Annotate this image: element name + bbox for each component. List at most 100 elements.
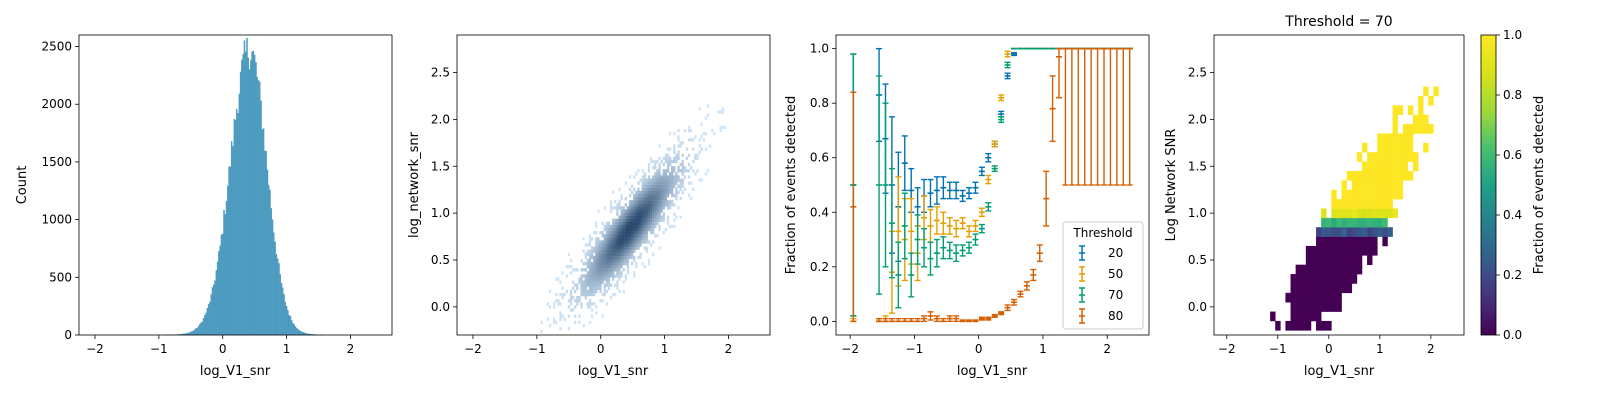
density-cell (622, 240, 625, 244)
density-cell (605, 227, 609, 232)
density-cell (662, 181, 665, 185)
series-80 (850, 47, 1133, 323)
density-cell (607, 268, 611, 272)
density-cell (652, 215, 655, 219)
histogram-bar (251, 51, 253, 336)
density-cell (609, 227, 613, 232)
density-cell (614, 234, 617, 238)
heatmap-cell (1346, 227, 1353, 237)
heatmap-cell (1346, 236, 1353, 247)
density-cell (673, 159, 676, 164)
histogram-bar (294, 326, 297, 336)
heatmap-cell (1316, 227, 1322, 237)
density-cell (548, 305, 552, 309)
density-cell (607, 286, 611, 291)
density-cell (612, 258, 615, 263)
density-cell (595, 274, 598, 278)
heatmap-cell (1331, 264, 1337, 275)
density-cell (628, 200, 632, 204)
density-cell (609, 274, 613, 278)
density-cell (704, 172, 708, 176)
density-cell (628, 206, 632, 210)
density-cell (590, 283, 594, 287)
y-tick-label: 1.5 (431, 159, 450, 173)
density-cell (616, 234, 619, 238)
density-cell (605, 255, 609, 260)
density-cell (671, 184, 674, 188)
y-tick-label: 0.8 (810, 96, 829, 110)
heatmap-cell (1331, 255, 1337, 265)
density-cell (599, 261, 602, 266)
colorbar-label: Fraction of events detected (1532, 96, 1547, 274)
density-cell (616, 212, 619, 216)
density-cell (666, 159, 670, 164)
density-cell (647, 209, 651, 213)
density-cell (671, 224, 674, 229)
heatmap-cell (1392, 105, 1398, 115)
density-cell (645, 184, 649, 188)
heatmap-cell (1326, 320, 1332, 331)
density-cell (590, 252, 594, 256)
density-cell (603, 246, 606, 250)
density-cell (643, 175, 646, 179)
density-cell (601, 299, 604, 303)
heatmap-cell (1382, 227, 1388, 237)
density-cell (647, 162, 651, 167)
density-cell (597, 209, 600, 213)
density-cell (656, 190, 659, 195)
density-cell (569, 308, 573, 312)
density-cell (626, 249, 630, 253)
y-tick-label: 0.0 (431, 300, 450, 314)
density-cell (603, 268, 606, 272)
density-cell (548, 323, 552, 328)
density-cell (609, 246, 613, 250)
density-cell (647, 178, 651, 182)
density-cell (656, 206, 659, 210)
density-cell (681, 169, 684, 173)
density-cell (631, 206, 634, 210)
y-tick-label: 2000 (41, 97, 72, 111)
density-cell (555, 320, 558, 325)
heatmap-cell (1341, 199, 1347, 209)
density-cell (645, 206, 649, 210)
density-cell (658, 166, 661, 170)
density-cell (618, 271, 621, 275)
histogram-bar (282, 287, 284, 336)
heatmap-cell (1351, 189, 1358, 200)
heatmap-cell (1321, 255, 1327, 265)
density-cell (654, 221, 657, 226)
density-cell (571, 308, 575, 312)
heatmap-cell (1382, 161, 1388, 172)
density-cell (622, 206, 625, 210)
density-cell (647, 218, 651, 222)
heatmap-cell (1367, 152, 1373, 162)
heatmap-cell (1356, 170, 1363, 181)
heatmap-cell (1326, 264, 1332, 275)
density-cell (626, 231, 630, 235)
x-tick-label: 0 (597, 342, 605, 356)
histogram-bar (197, 326, 200, 336)
density-cell (658, 218, 661, 222)
density-cell (597, 271, 600, 275)
colorbar-tick-label: 0.8 (1503, 88, 1522, 102)
density-cell (601, 246, 604, 250)
heatmap-cell (1356, 199, 1363, 209)
y-tick-label: 500 (49, 270, 72, 284)
density-cell (700, 135, 703, 139)
density-cell (593, 265, 596, 269)
density-cell (639, 221, 642, 226)
density-cell (624, 221, 627, 226)
density-cell (654, 162, 657, 167)
density-cell (675, 172, 678, 176)
density-cell (647, 187, 651, 192)
density-cell (588, 280, 592, 284)
density-cell (664, 203, 668, 207)
density-cell (588, 302, 592, 306)
density-cell (647, 240, 651, 244)
density-cell (704, 116, 708, 120)
density-cell (569, 299, 573, 303)
density-cell (601, 314, 604, 318)
density-cell (654, 206, 657, 210)
heatmap-cell (1377, 227, 1383, 237)
density-cell (698, 107, 701, 111)
